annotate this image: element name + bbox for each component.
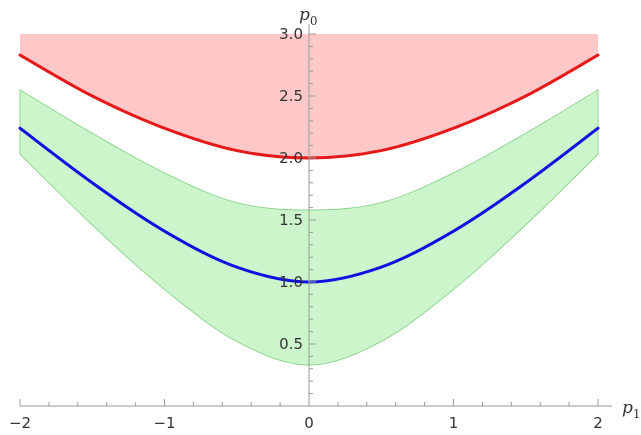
y-tick-label: 2.5	[279, 87, 303, 105]
y-tick-label: 3.0	[279, 25, 303, 43]
x-tick-label: −1	[153, 414, 175, 432]
x-tick-label: −2	[9, 414, 31, 432]
axes-layer	[19, 24, 612, 407]
y-tick-label: 1.0	[279, 273, 303, 291]
labels-layer: −2 −1 0 1 2 0.5 1.0 1.5 2.0 2.5 3.0 p1 p0	[9, 5, 641, 432]
y-tick-label: 2.0	[279, 149, 303, 167]
y-tick-label: 0.5	[279, 335, 303, 353]
y-tick-label: 1.5	[279, 211, 303, 229]
x-tick-label: 1	[449, 414, 459, 432]
x-tick-label: 2	[593, 414, 603, 432]
x-axis-label: p1	[622, 398, 641, 421]
y-axis-label: p0	[299, 5, 318, 28]
x-tick-label: 0	[304, 414, 314, 432]
